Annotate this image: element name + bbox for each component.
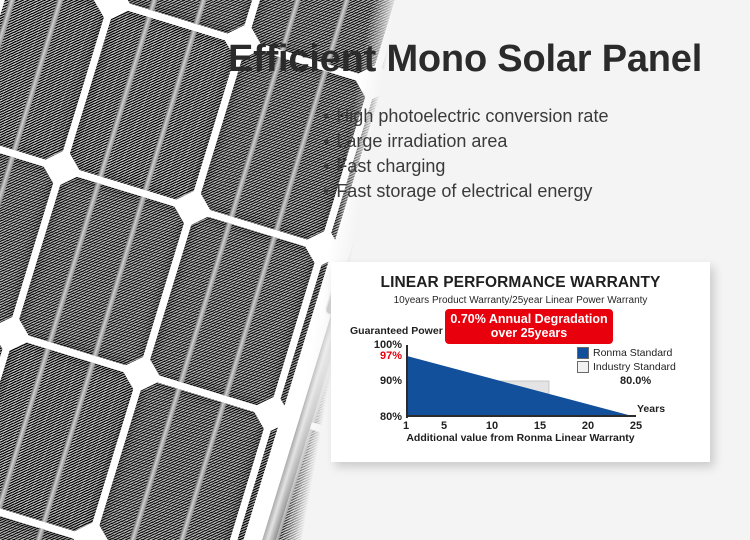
degradation-badge-line1: 0.70% Annual Degradation [450,312,608,326]
list-item-label: High photoelectric conversion rate [336,106,609,126]
chart-title: LINEAR PERFORMANCE WARRANTY [380,274,661,291]
legend-swatch-industry [577,361,589,373]
y-tick-97: 97% [379,350,402,362]
page-title: Efficient Mono Solar Panel [228,38,703,80]
legend-label-industry: Industry Standard [593,361,676,373]
legend-swatch-ronma [577,347,589,359]
end-value-label: 80.0% [620,375,652,387]
x-axis-line [406,415,636,417]
degradation-badge-line2: over 25years [490,326,568,340]
list-item-label: Fast charging [336,156,446,176]
chart-legend: Ronma Standard Industry Standard [577,347,676,375]
x-tick-25: 25 [629,420,643,432]
list-item: • High photoelectric conversion rate [323,104,723,129]
y-tick-80: 80% [379,411,402,423]
bullet-dot-icon: • [323,156,330,176]
chart-footer-note: Additional value from Ronma Linear Warra… [406,432,635,444]
chart-subtitle: 10years Product Warranty/25year Linear P… [393,295,648,306]
y-tick-90: 90% [379,375,402,387]
bullet-dot-icon: • [323,106,330,126]
y-axis-line [406,345,408,418]
legend-item-ronma: Ronma Standard [577,347,676,359]
x-tick-15: 15 [533,420,547,432]
list-item: • Large irradiation area [323,129,723,154]
warranty-chart-plot: 100% 97% 90% 80% 1 5 10 15 20 25 [374,339,642,432]
warranty-card: LINEAR PERFORMANCE WARRANTY 10years Prod… [331,262,710,462]
y-axis-title: Guaranteed Power [350,325,443,337]
y-tick-100: 100% [373,339,402,351]
legend-item-industry: Industry Standard [577,361,676,373]
list-item: • Fast storage of electrical energy [323,179,723,204]
feature-list: • High photoelectric conversion rate • Lar… [323,104,723,204]
list-item-label: Large irradiation area [336,131,508,151]
chart-series-area [406,355,636,417]
bullet-dot-icon: • [323,131,330,151]
bullet-dot-icon: • [323,181,330,201]
degradation-badge: 0.70% Annual Degradation over 25years [445,309,613,344]
x-tick-1: 1 [402,420,410,432]
list-item: • Fast charging [323,154,723,179]
x-tick-5: 5 [440,420,448,432]
x-axis-title: Years [637,403,666,415]
series-ronma-standard [406,355,636,417]
legend-label-ronma: Ronma Standard [593,347,673,359]
x-tick-10: 10 [485,420,499,432]
list-item-label: Fast storage of electrical energy [336,181,593,201]
x-tick-20: 20 [581,420,595,432]
